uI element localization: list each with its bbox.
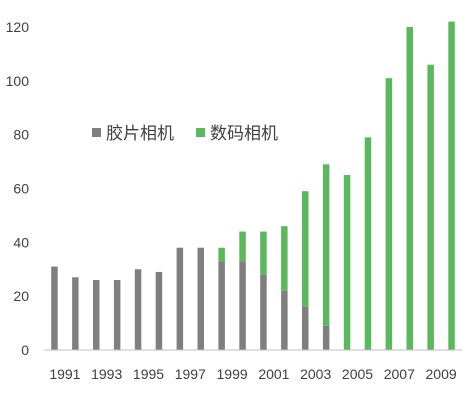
x-tick-label: 1999 bbox=[217, 366, 248, 382]
bar-digital-2010 bbox=[448, 21, 455, 351]
bar-digital-2002 bbox=[281, 226, 288, 291]
bar-film-1995 bbox=[134, 269, 142, 350]
y-tick-label: 80 bbox=[13, 127, 29, 143]
bar-digital-2007 bbox=[385, 78, 393, 350]
bar-film-1991 bbox=[51, 266, 58, 350]
legend-swatch-film bbox=[92, 128, 101, 137]
bar-film-1996 bbox=[155, 271, 163, 350]
x-tick-label: 2005 bbox=[342, 366, 373, 382]
bar-digital-2009 bbox=[427, 64, 434, 351]
x-axis-ticks: 1991 1993 1995 1997 1999 2001 2003 2005 2007 2009 bbox=[49, 366, 457, 382]
bar-film-1994 bbox=[113, 280, 121, 350]
bar-film-1993 bbox=[93, 280, 100, 350]
bar-film-2000 bbox=[239, 261, 246, 350]
bar-film-2004 bbox=[322, 325, 330, 350]
bar-digital-2008 bbox=[406, 27, 413, 350]
legend-swatch-digital bbox=[196, 128, 205, 137]
bar-film-1992 bbox=[72, 277, 79, 350]
bar-digital-2001 bbox=[260, 231, 267, 275]
y-tick-label: 40 bbox=[13, 234, 29, 250]
bar-digital-2004 bbox=[322, 164, 330, 326]
legend: 胶片相机 数码相机 bbox=[92, 124, 278, 144]
x-tick-label: 1997 bbox=[175, 366, 206, 382]
y-tick-label: 20 bbox=[13, 288, 29, 304]
legend-label-film: 胶片相机 bbox=[106, 124, 174, 144]
y-tick-label: 100 bbox=[6, 73, 30, 89]
bar-film-1999 bbox=[218, 261, 225, 350]
y-axis-ticks: 0 20 40 60 80 100 120 bbox=[6, 19, 30, 358]
bar-film-2002 bbox=[281, 290, 288, 350]
y-tick-label: 120 bbox=[6, 19, 30, 35]
bar-film-2001 bbox=[260, 274, 267, 350]
x-tick-label: 1991 bbox=[49, 366, 80, 382]
x-tick-label: 2003 bbox=[300, 366, 331, 382]
bar-digital-2003 bbox=[302, 191, 309, 307]
bar-digital-1999 bbox=[218, 247, 225, 262]
x-tick-label: 2007 bbox=[384, 366, 415, 382]
bar-digital-2000 bbox=[239, 231, 246, 262]
x-tick-label: 1993 bbox=[91, 366, 122, 382]
bar-film-1997 bbox=[176, 247, 184, 350]
y-tick-label: 60 bbox=[13, 181, 29, 197]
bar-digital-2005 bbox=[343, 175, 351, 350]
bars-layer bbox=[51, 21, 455, 351]
bar-film-1998 bbox=[197, 247, 204, 350]
legend-label-digital: 数码相机 bbox=[210, 124, 278, 144]
x-tick-label: 2009 bbox=[426, 366, 457, 382]
x-tick-label: 2001 bbox=[258, 366, 289, 382]
x-tick-label: 1995 bbox=[133, 366, 164, 382]
bar-digital-2006 bbox=[364, 137, 372, 350]
y-tick-label: 0 bbox=[21, 342, 29, 358]
bar-film-2003 bbox=[302, 306, 309, 350]
